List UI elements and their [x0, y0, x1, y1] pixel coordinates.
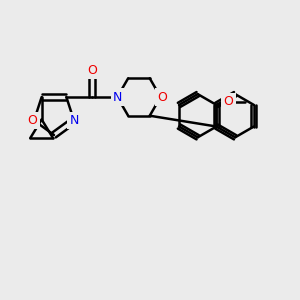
- Text: O: O: [157, 91, 167, 103]
- Text: O: O: [224, 95, 233, 108]
- Text: O: O: [87, 64, 97, 76]
- Text: O: O: [28, 114, 38, 127]
- Text: N: N: [69, 114, 79, 127]
- Text: N: N: [113, 91, 122, 103]
